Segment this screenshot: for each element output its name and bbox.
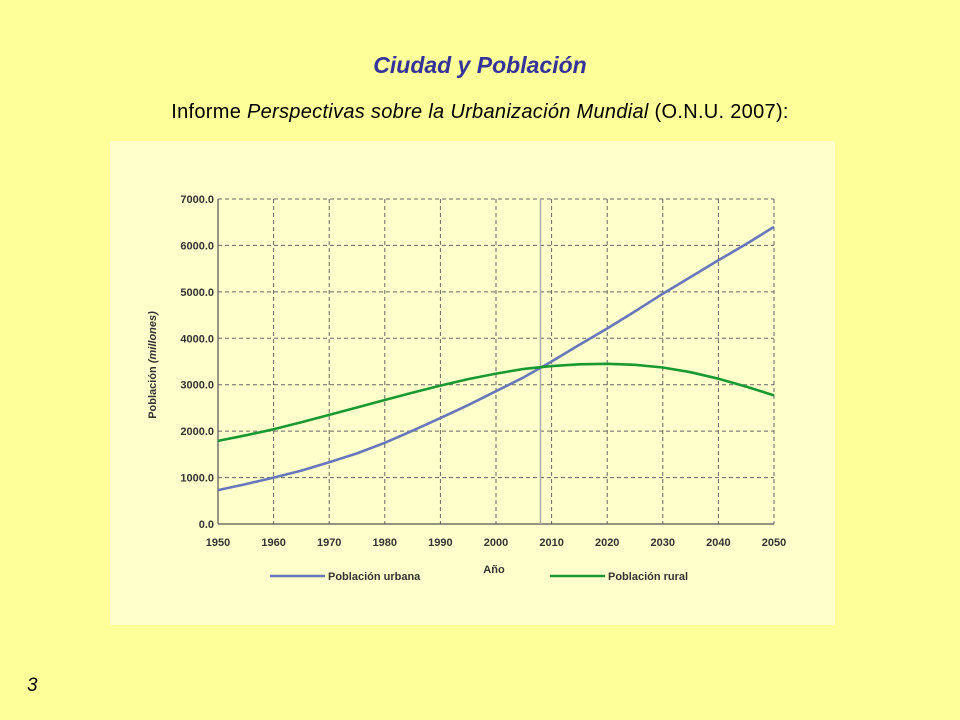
- legend-label: Población urbana: [328, 571, 421, 583]
- y-tick-label: 2000.0: [180, 426, 214, 438]
- series: [217, 225, 775, 492]
- x-tick-labels: 1950 1960 1970 1980 1990 2000 2010 2020 2030 2040…: [206, 537, 786, 549]
- x-tick-label: 1950: [206, 537, 230, 549]
- x-tick-label: 2040: [706, 537, 730, 549]
- y-tick-label: 3000.0: [180, 380, 214, 392]
- y-tick-label: 6000.0: [180, 240, 214, 252]
- page-number: 3: [27, 675, 38, 696]
- subtitle-report-name: Perspectivas sobre la Urbanización Mundi…: [246, 101, 649, 123]
- legend: Población urbana Población rural: [270, 571, 688, 583]
- x-tick-label: 2000: [484, 537, 508, 549]
- legend-label: Población rural: [608, 571, 688, 583]
- slide-title: Ciudad y Población: [373, 52, 587, 78]
- y-tick-label: 5000.0: [180, 287, 214, 299]
- series-line-urban: [217, 225, 775, 492]
- y-axis-label-main: Población: [147, 363, 159, 419]
- slide-subtitle: Informe Perspectivas sobre la Urbanizaci…: [0, 101, 960, 124]
- x-tick-label: 2050: [762, 537, 786, 549]
- y-tick-label: 7000.0: [180, 194, 214, 206]
- y-tick-labels: 0.0 1000.0 2000.0 3000.0 4000.0 5000.0 6000.0 7…: [180, 194, 214, 531]
- x-tick-label: 2030: [651, 537, 675, 549]
- subtitle-prefix: Informe: [171, 101, 247, 123]
- x-axis-label: Año: [483, 564, 505, 576]
- x-tick-label: 1970: [317, 537, 341, 549]
- population-chart: 0.0 1000.0 2000.0 3000.0 4000.0 5000.0 6000.0 7…: [147, 194, 786, 583]
- x-tick-label: 1980: [373, 537, 397, 549]
- subtitle-suffix: (O.N.U. 2007):: [648, 101, 789, 123]
- series-line-rural: [217, 362, 775, 443]
- x-tick-label: 2020: [595, 537, 619, 549]
- y-axis-label-unit: (millones): [147, 311, 159, 363]
- y-tick-label: 1000.0: [180, 473, 214, 485]
- y-tick-label: 4000.0: [180, 333, 214, 345]
- x-tick-label: 1990: [428, 537, 452, 549]
- chart-panel: 0.0 1000.0 2000.0 3000.0 4000.0 5000.0 6000.0 7…: [110, 141, 835, 625]
- grid: [217, 198, 775, 525]
- x-tick-label: 2010: [539, 537, 563, 549]
- x-tick-label: 1960: [261, 537, 285, 549]
- y-tick-label: 0.0: [199, 519, 214, 531]
- y-axis-label: Población (millones): [147, 311, 159, 419]
